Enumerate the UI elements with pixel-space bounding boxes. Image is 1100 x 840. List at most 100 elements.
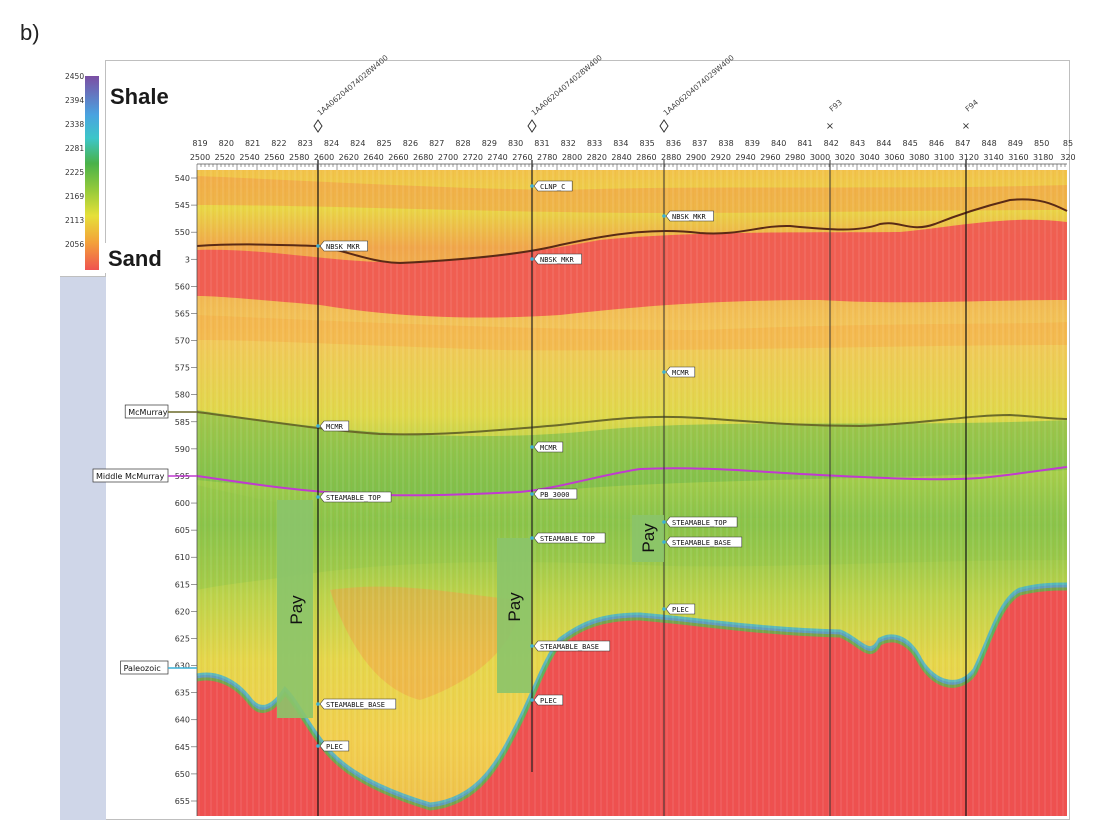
cdp-tick-label: 820 xyxy=(219,139,234,148)
track-tick-label: 320 xyxy=(1060,153,1075,162)
panel-label: b) xyxy=(20,20,40,45)
track-tick-label: 2660 xyxy=(388,153,408,162)
well-marker-label: MCMR xyxy=(662,366,696,378)
horizon-nbsk xyxy=(196,198,1068,265)
horizon-tag: McMurray xyxy=(124,404,197,419)
depth-axis: 5405455503560565570575580585590595600605… xyxy=(175,170,198,816)
pay-zone-3: Pay xyxy=(632,515,664,562)
track-tick-label: 3160 xyxy=(1008,153,1028,162)
track-tick-label: 2800 xyxy=(562,153,582,162)
svg-text:Pay: Pay xyxy=(505,592,524,622)
well-marker-label: MCMR xyxy=(316,420,350,432)
track-tick-label: 2780 xyxy=(537,153,557,162)
well-marker-labels: NBSK_MKR MCMR STEAMABLE_TOP STEAMABLE_BASE P… xyxy=(316,180,743,752)
svg-text:STEAMABLE_BASE: STEAMABLE_BASE xyxy=(326,701,385,709)
track-tick-label: 2820 xyxy=(587,153,607,162)
well-x-icon: × xyxy=(826,121,834,132)
cdp-tick-label: 826 xyxy=(403,139,418,148)
svg-text:CLNP_C: CLNP_C xyxy=(540,183,565,191)
well-diamond-icon xyxy=(659,119,669,133)
depth-tick-label: 560 xyxy=(175,282,190,291)
svg-text:Paleozoic: Paleozoic xyxy=(124,664,161,673)
well-diamond-icon xyxy=(527,119,537,133)
cdp-tick-label: 827 xyxy=(429,139,444,148)
depth-tick-label: 550 xyxy=(175,228,190,237)
cdp-tick-label: 823 xyxy=(298,139,313,148)
track-tick-label: 2920 xyxy=(711,153,731,162)
well-name-label: 1AA06204074028W400 xyxy=(530,53,604,118)
track-tick-label: 2540 xyxy=(239,153,259,162)
depth-tick-label: 630 xyxy=(175,662,190,671)
depth-tick-label: 585 xyxy=(175,418,190,427)
track-tick-label: 2560 xyxy=(264,153,284,162)
cdp-tick-label: 830 xyxy=(508,139,523,148)
depth-tick-label: 635 xyxy=(175,689,190,698)
cdp-tick-label: 829 xyxy=(482,139,497,148)
colorbar-tick-label: 2113 xyxy=(65,216,84,225)
depth-tick-label: 645 xyxy=(175,743,190,752)
svg-text:NBSK_MKR: NBSK_MKR xyxy=(326,243,361,251)
colorbar-tick-label: 2450 xyxy=(65,72,84,81)
cdp-tick-label: 831 xyxy=(534,139,549,148)
cdp-tick-label: 822 xyxy=(271,139,286,148)
colorbar-tick-label: 2056 xyxy=(65,240,84,249)
svg-text:Pay: Pay xyxy=(639,523,658,553)
colorbar-shale-label: Shale xyxy=(110,84,169,109)
well-marker-label: MCMR xyxy=(530,441,564,453)
well-marker-label: NBSK_MKR xyxy=(662,210,714,222)
well-x-icon: × xyxy=(962,121,970,132)
well-marker-label: PLEC xyxy=(662,603,696,615)
cdp-tick-label: 828 xyxy=(455,139,470,148)
well-name-label: F94 xyxy=(964,98,981,114)
depth-tick-label: 650 xyxy=(175,770,190,779)
pay-zone-2: Pay xyxy=(497,538,531,693)
well-headers: 1AA06204074028W400 1AA06204074028W400 1AA0… xyxy=(313,53,981,133)
track-tick-label: 2600 xyxy=(314,153,334,162)
svg-text:STEAMABLE_BASE: STEAMABLE_BASE xyxy=(540,643,599,651)
well-marker-label: STEAMABLE_TOP xyxy=(662,516,738,528)
svg-text:McMurray: McMurray xyxy=(128,408,168,417)
cdp-tick-label: 849 xyxy=(1008,139,1023,148)
svg-text:PB_3000: PB_3000 xyxy=(540,491,570,499)
track-tick-label: 2740 xyxy=(487,153,507,162)
cdp-tick-label: 839 xyxy=(745,139,760,148)
cdp-tick-label: 845 xyxy=(903,139,918,148)
colorbar-tick-label: 2394 xyxy=(65,96,84,105)
colorbar-gradient xyxy=(85,76,99,270)
depth-tick-label: 545 xyxy=(175,201,190,210)
cdp-tick-label: 840 xyxy=(771,139,786,148)
horizon-tags: McMurray Middle McMurray Paleozoic xyxy=(92,404,197,675)
track-tick-label: 2680 xyxy=(413,153,433,162)
svg-text:STEAMABLE_TOP: STEAMABLE_TOP xyxy=(540,535,595,543)
depth-tick-label: 605 xyxy=(175,526,190,535)
svg-text:PLEC: PLEC xyxy=(672,606,689,614)
svg-text:STEAMABLE_BASE: STEAMABLE_BASE xyxy=(672,539,731,547)
cdp-tick-label: 825 xyxy=(376,139,391,148)
depth-tick-label: 610 xyxy=(175,553,190,562)
track-tick-label: 2900 xyxy=(686,153,706,162)
cdp-tick-label: 844 xyxy=(876,139,891,148)
horizon-label-strip xyxy=(60,277,106,820)
track-tick-label: 2700 xyxy=(438,153,458,162)
horizon-mcmurray xyxy=(196,411,1068,436)
cdp-tick-label: 850 xyxy=(1034,139,1049,148)
colorbar-tick-label: 2169 xyxy=(65,192,84,201)
depth-tick-label: 540 xyxy=(175,174,190,183)
cdp-tick-label: 832 xyxy=(561,139,576,148)
depth-tick-label: 580 xyxy=(175,391,190,400)
well-marker-label: PB_3000 xyxy=(530,488,578,500)
track-tick-label: 3140 xyxy=(983,153,1003,162)
track-tick-label: 3000 xyxy=(810,153,830,162)
cdp-tick-label: 834 xyxy=(613,139,628,148)
depth-tick-label: 600 xyxy=(175,499,190,508)
track-tick-label: 2760 xyxy=(512,153,532,162)
svg-text:MCMR: MCMR xyxy=(326,423,344,431)
well-marker-label: STEAMABLE_BASE xyxy=(662,536,743,548)
colorbar-tick-label: 2338 xyxy=(65,120,84,129)
cdp-tick-label: 835 xyxy=(640,139,655,148)
well-marker-label: STEAMABLE_BASE xyxy=(316,698,397,710)
well-name-label: 1AA06204074028W400 xyxy=(316,53,390,118)
depth-tick-label: 655 xyxy=(175,797,190,806)
track-tick-label: 2720 xyxy=(463,153,483,162)
svg-text:MCMR: MCMR xyxy=(672,369,690,377)
